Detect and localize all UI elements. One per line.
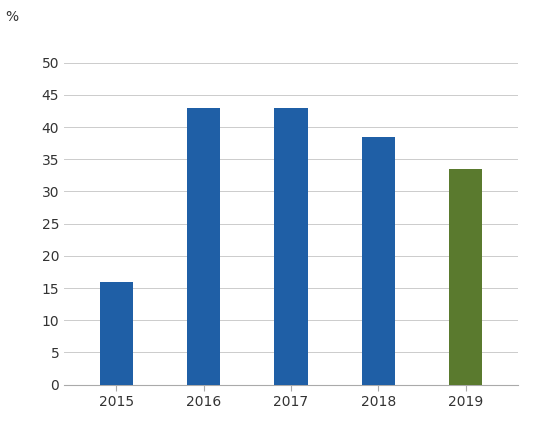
Bar — [362, 137, 395, 385]
Bar — [449, 169, 482, 385]
Bar — [274, 108, 308, 385]
Bar — [100, 281, 133, 385]
Bar — [187, 108, 221, 385]
Text: %: % — [5, 10, 18, 24]
